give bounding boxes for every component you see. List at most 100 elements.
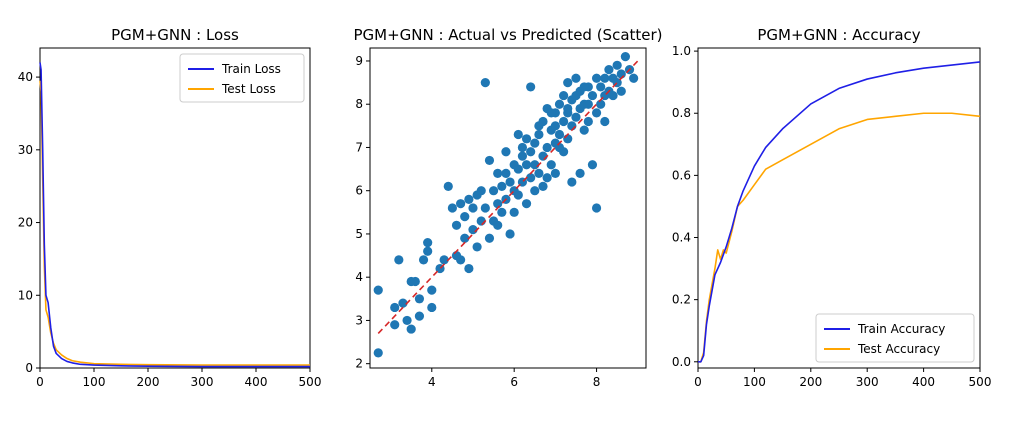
scatter-point	[538, 181, 548, 191]
scatter-point	[472, 242, 482, 252]
scatter-point	[410, 276, 420, 287]
scatter-point	[493, 168, 503, 179]
reference-line	[377, 60, 639, 334]
scatter-point	[439, 255, 449, 265]
scatter-point	[509, 207, 519, 217]
plot-frame	[39, 47, 311, 369]
scatter-point	[493, 220, 503, 230]
y-tick-label: 0.6	[672, 168, 691, 182]
scatter-point	[542, 173, 552, 183]
scatter-point	[497, 181, 507, 191]
scatter-point	[612, 60, 622, 70]
scatter-point	[604, 65, 614, 75]
x-tick-label: 8	[593, 375, 601, 389]
scatter-point	[447, 203, 457, 213]
x-tick-label: 100	[743, 375, 766, 389]
scatter-point	[460, 212, 470, 222]
y-tick-label: 10	[18, 288, 33, 302]
scatter-point	[554, 129, 565, 140]
y-tick-label: 3	[355, 313, 363, 327]
scatter-point	[583, 116, 593, 127]
y-tick-label: 40	[18, 70, 33, 84]
x-tick-label: 6	[510, 375, 518, 389]
series-line	[39, 80, 310, 366]
scatter-point	[480, 203, 490, 213]
y-tick-label: 0.2	[672, 293, 691, 307]
scatter-point	[542, 142, 552, 153]
scatter-point	[427, 285, 437, 295]
scatter-point	[579, 125, 589, 135]
scatter-point	[526, 173, 536, 183]
legend-label: Train Loss	[221, 62, 281, 76]
legend-box	[815, 313, 975, 363]
y-tick-label: 0.0	[672, 355, 691, 369]
y-tick-label: 1.0	[672, 44, 691, 58]
scatter-point	[476, 186, 486, 196]
chart-title: PGM+GNN : Accuracy	[757, 26, 920, 44]
scatter-point	[583, 99, 593, 109]
legend-label: Test Accuracy	[857, 342, 940, 356]
scatter-point	[596, 99, 606, 109]
scatter-point	[418, 255, 429, 265]
scatter-point	[501, 168, 511, 179]
scatter-point	[513, 190, 523, 200]
x-tick-label: 4	[428, 375, 436, 389]
x-tick-label: 400	[912, 375, 935, 389]
scatter-point	[521, 160, 532, 170]
scatter-point	[414, 311, 425, 321]
series-line	[698, 112, 981, 363]
y-tick-label: 20	[18, 216, 33, 230]
y-tick-label: 0.4	[672, 231, 691, 245]
x-tick-label: 100	[83, 375, 106, 389]
y-tick-label: 0	[25, 361, 33, 375]
x-tick-label: 300	[191, 375, 214, 389]
x-tick-label: 0	[694, 375, 702, 389]
scatter-point	[550, 121, 560, 131]
scatter-point	[513, 164, 523, 174]
scatter-point	[587, 160, 598, 170]
scatter-point	[505, 229, 515, 239]
y-tick-label: 2	[355, 357, 363, 371]
scatter-point	[456, 255, 466, 265]
scatter-point	[530, 186, 540, 196]
scatter-point	[575, 168, 585, 179]
scatter-point	[456, 199, 466, 209]
legend-label: Test Loss	[221, 82, 276, 96]
scatter-point	[390, 320, 400, 330]
scatter-point	[484, 233, 495, 243]
scatter-point	[546, 108, 556, 118]
scatter-point	[554, 142, 565, 153]
x-tick-label: 400	[245, 375, 268, 389]
scatter-point	[616, 86, 626, 96]
scatter-point	[608, 90, 618, 101]
scatter-point	[550, 168, 560, 179]
scatter-point	[480, 77, 490, 88]
series-line	[39, 62, 310, 368]
scatter-point	[497, 207, 507, 217]
scatter-point	[571, 73, 581, 83]
scatter-point	[402, 315, 412, 326]
scatter-point	[559, 116, 569, 127]
scatter-point	[526, 82, 536, 92]
x-tick-label: 200	[799, 375, 822, 389]
scatter-point	[414, 294, 425, 304]
scatter-point	[464, 194, 474, 204]
scatter-point	[390, 302, 400, 313]
scatter-point	[460, 233, 470, 243]
x-tick-label: 500	[299, 375, 322, 389]
scatter-point	[534, 168, 544, 179]
scatter-point	[517, 151, 528, 161]
x-tick-label: 0	[36, 375, 44, 389]
scatter-point	[427, 302, 437, 313]
scatter-point	[406, 324, 416, 334]
scatter-point	[596, 82, 606, 92]
y-tick-label: 7	[355, 140, 363, 154]
y-tick-label: 30	[18, 143, 33, 157]
scatter-point	[526, 147, 536, 157]
scatter-point	[394, 255, 404, 265]
scatter-point	[591, 203, 602, 213]
scatter-point	[600, 116, 610, 127]
scatter-point	[554, 99, 565, 109]
scatter-point	[505, 177, 515, 187]
